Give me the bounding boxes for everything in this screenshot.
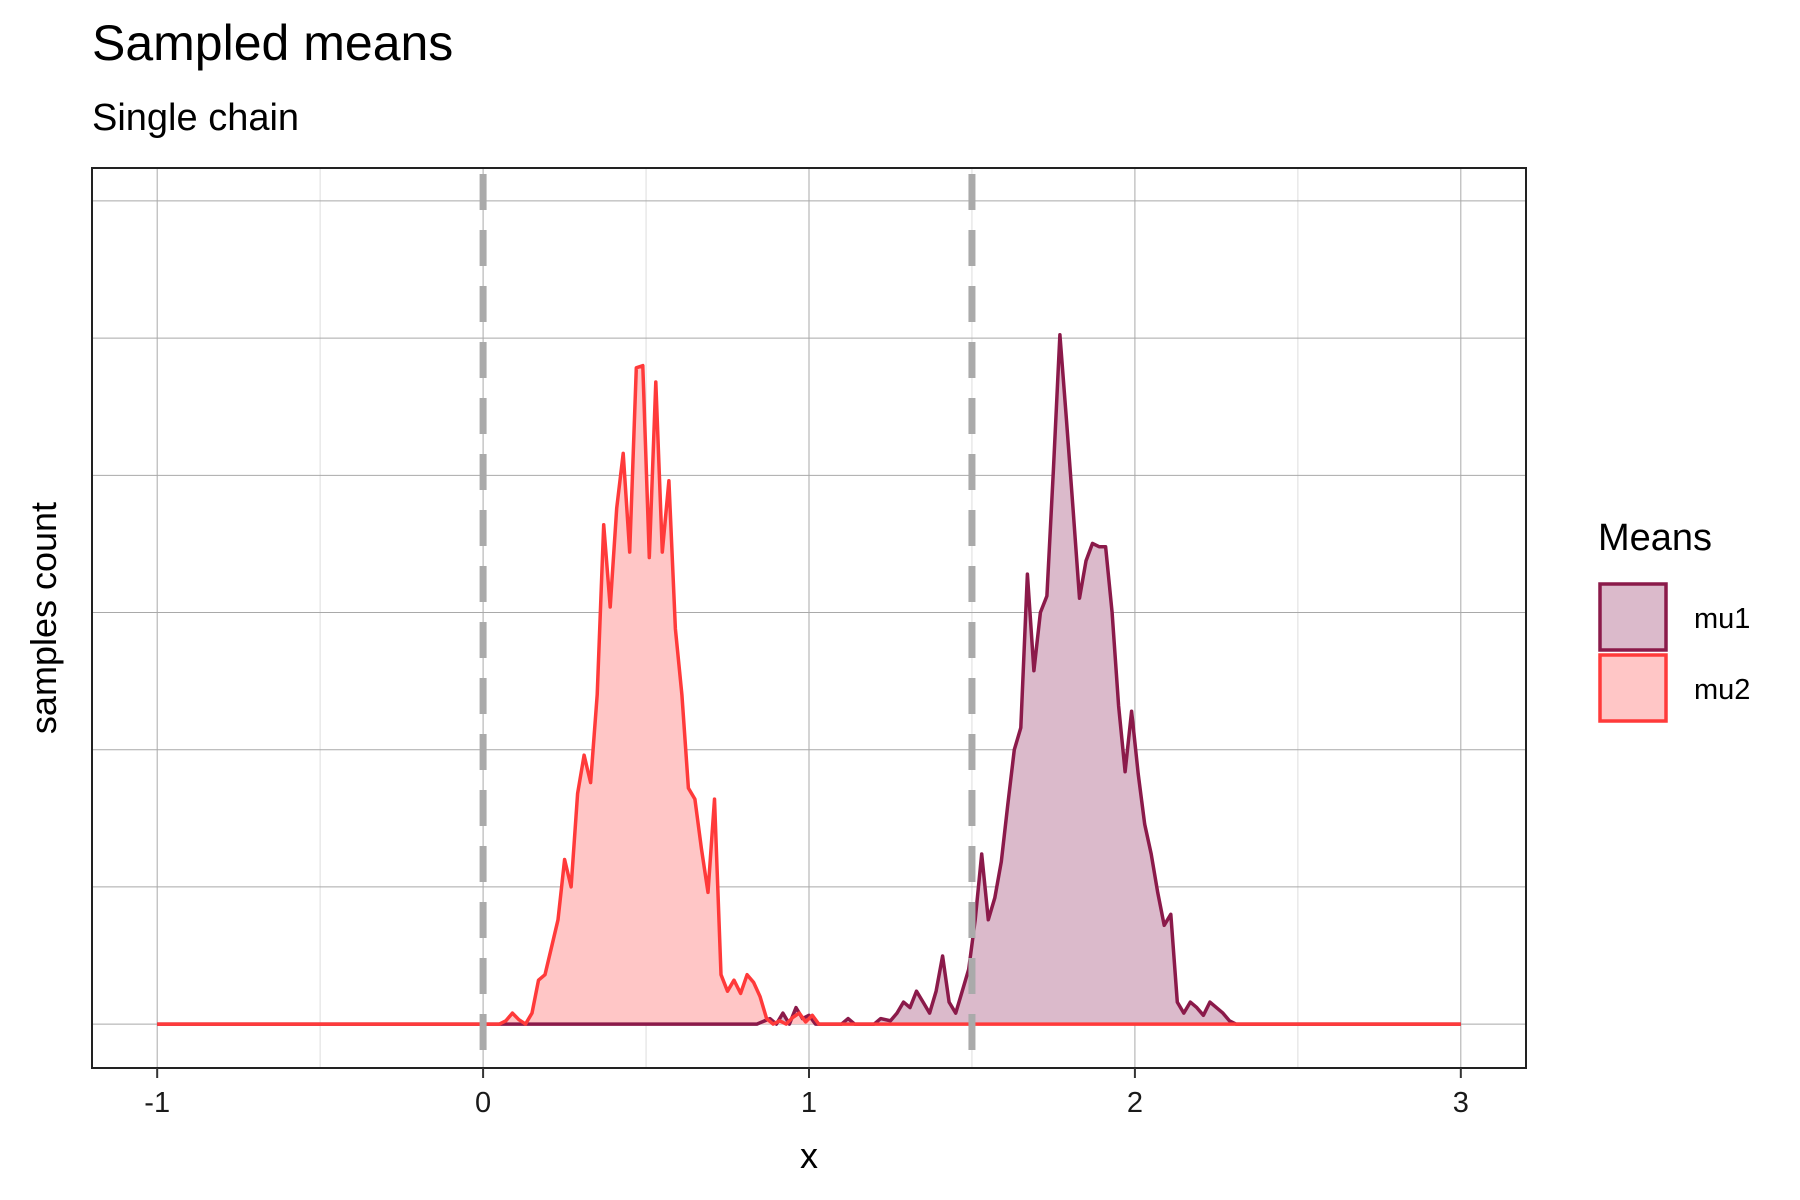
x-axis-ticks: -1 0 1 2 3 [144,1068,1469,1119]
chart-title: Sampled means [92,15,453,71]
chart-subtitle: Single chain [92,97,299,139]
legend-key-mu2 [1598,653,1668,723]
line-mu2 [157,363,1461,1026]
legend-label-mu1: mu1 [1694,603,1750,635]
density-areas [157,333,1461,1026]
x-tick-label: 1 [801,1087,817,1119]
x-tick-label: 3 [1453,1087,1469,1119]
legend-title: Means [1598,517,1712,559]
legend: mu1 mu2 [1598,582,1750,723]
line-mu1 [157,333,1461,1026]
area-mu1 [157,334,1461,1025]
legend-label-mu2: mu2 [1694,674,1750,706]
legend-key-mu1 [1598,582,1668,652]
x-tick-label: 0 [475,1087,491,1119]
x-tick-label: -1 [144,1087,170,1119]
x-tick-label: 2 [1127,1087,1143,1119]
y-axis-title: samples count [23,502,64,734]
x-axis-title: x [800,1135,818,1176]
reference-lines [479,174,976,1068]
